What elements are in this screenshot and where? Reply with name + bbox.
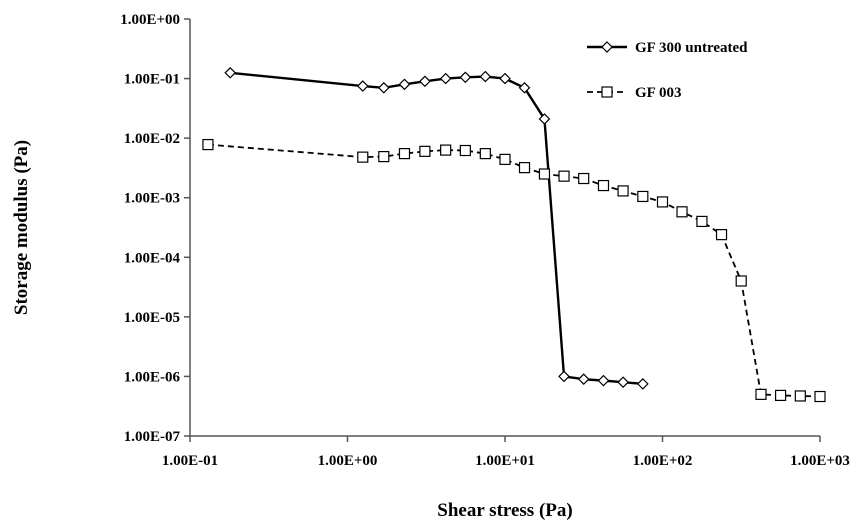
data-point-gf300 [356,80,369,92]
data-point-gf003 [202,138,214,151]
data-point-gf300 [558,370,570,383]
y-axis-title: Storage modulus (Pa) [11,140,32,315]
y-tick-label: 1.00E-04 [124,250,181,266]
data-point-gf003 [398,148,411,160]
data-point-gf003 [794,390,806,402]
x-tick-label: 1.00E+01 [475,453,535,469]
y-tick-label: 1.00E-01 [124,72,180,88]
data-point-gf300 [538,113,551,125]
x-tick-label: 1.00E+03 [790,453,850,469]
x-axis-title: Shear stress (Pa) [437,500,572,521]
x-tick-label: 1.00E-01 [162,453,218,469]
data-point-gf300 [577,373,590,386]
y-tick-label: 1.00E-02 [124,131,180,147]
data-point-gf003 [440,144,452,156]
chart-legend: GF 300 untreated GF 003 [587,40,748,101]
data-point-gf300 [439,72,452,85]
legend-marker-gf300 [601,41,613,53]
x-tick-label: 1.00E+02 [633,453,693,469]
series-gf003 [202,138,826,403]
data-point-gf300 [459,71,472,84]
y-tick-label: 1.00E-06 [124,369,181,385]
chart-ticks: 1.00E-01 1.00E+00 1.00E+01 1.00E+02 1.00E+03… [120,12,850,469]
data-point-gf300 [518,81,531,94]
data-point-gf300 [224,66,237,79]
data-point-gf003 [637,190,649,203]
series-line-gf003 [207,143,821,398]
data-point-gf003 [597,179,610,192]
data-point-gf003 [538,168,551,180]
data-point-gf300 [398,78,411,91]
legend-item-gf300: GF 300 untreated [587,40,748,56]
data-point-gf300 [479,70,492,83]
data-point-gf003 [378,150,390,163]
data-point-gf003 [617,185,629,197]
data-point-gf003 [735,275,747,287]
data-point-gf300 [377,81,390,94]
y-tick-label: 1.00E-05 [124,310,180,326]
x-tick-label: 1.00E+00 [318,453,378,469]
y-tick-label: 1.00E-03 [124,191,180,207]
data-point-gf003 [558,170,570,182]
legend-label-gf003: GF 003 [635,85,682,101]
data-point-gf300 [597,374,610,387]
series-gf300 [224,66,649,390]
data-point-gf003 [656,196,669,208]
data-point-gf003 [479,148,491,160]
series-line-gf300 [230,71,643,386]
data-point-gf003 [676,206,688,218]
data-point-gf003 [696,215,708,228]
chart-series-layer [202,66,826,403]
legend-marker-gf003 [601,86,613,98]
data-point-gf003 [518,162,531,174]
y-tick-label: 1.00E+00 [120,12,180,28]
data-point-gf003 [755,388,767,400]
data-point-gf003 [814,390,826,403]
data-point-gf300 [617,376,629,389]
data-point-gf003 [715,229,728,241]
legend-label-gf300: GF 300 untreated [635,40,748,56]
data-point-gf300 [636,378,649,390]
data-point-gf003 [774,389,787,402]
legend-item-gf003: GF 003 [587,85,682,101]
y-tick-label: 1.00E-07 [124,429,181,445]
data-point-gf300 [499,72,511,85]
data-point-gf003 [459,144,471,157]
data-point-gf300 [419,75,431,88]
data-point-gf003 [357,151,369,163]
data-point-gf003 [578,172,590,185]
data-point-gf003 [499,153,511,165]
data-point-gf003 [419,145,431,157]
